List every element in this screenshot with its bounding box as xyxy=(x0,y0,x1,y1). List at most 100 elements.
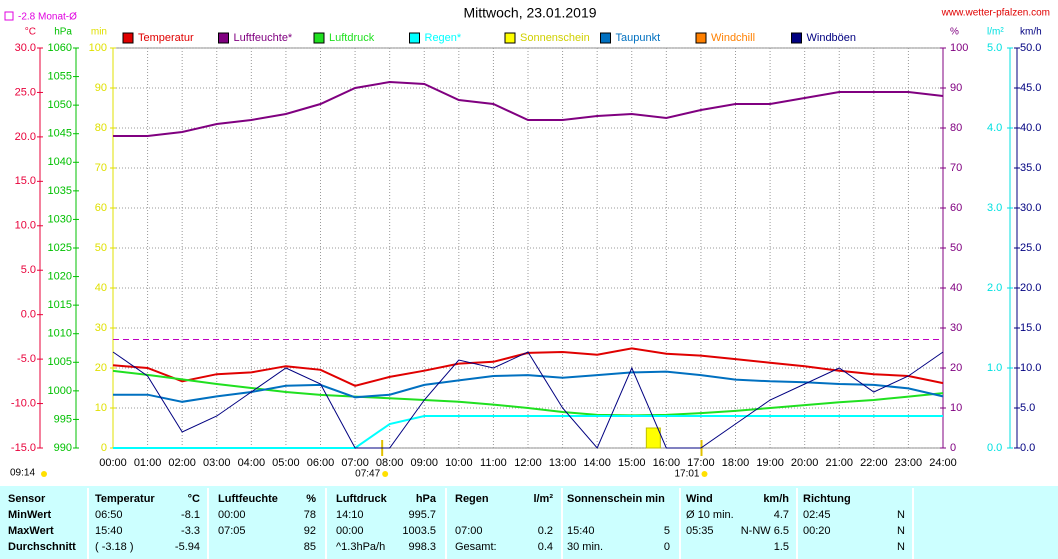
table-cell: 05:35 xyxy=(686,525,714,537)
table-cell: N xyxy=(897,509,905,521)
y-tick-label: 35.0 xyxy=(1020,162,1041,174)
y-tick-label: 1000 xyxy=(48,385,72,397)
legend-swatch xyxy=(600,32,611,44)
table-cell: 85 xyxy=(304,541,316,553)
y-tick-label: 1015 xyxy=(48,299,72,311)
table-header: Richtung xyxy=(803,493,851,505)
y-tick-label: 10 xyxy=(950,402,962,414)
table-header: Regen xyxy=(455,493,489,505)
y-tick-label: 1005 xyxy=(48,356,72,368)
table-header: °C xyxy=(188,493,200,505)
month-average-icon xyxy=(4,11,14,21)
x-tick-label: 21:00 xyxy=(825,457,853,469)
y-tick-label: 15.0 xyxy=(1020,322,1041,334)
x-tick-label: 00:00 xyxy=(99,457,127,469)
y-tick-label: -10.0 xyxy=(11,397,36,409)
series-line xyxy=(112,351,944,449)
table-cell: ( -3.18 ) xyxy=(95,541,134,553)
source: www.wetter-pfalzen.com xyxy=(941,8,1050,19)
y-tick-label: 1030 xyxy=(48,213,72,225)
series-line xyxy=(113,80,944,137)
y-tick-label: 1050 xyxy=(48,99,72,111)
chart-title: Mittwoch, 23.01.2019 xyxy=(463,5,596,21)
y-tick-label: 50 xyxy=(95,242,107,254)
sun-icon xyxy=(41,471,47,477)
x-tick-label: 02:00 xyxy=(168,457,196,469)
x-tick-label: 03:00 xyxy=(203,457,231,469)
x-tick-label: 13:00 xyxy=(549,457,577,469)
y-tick-label: 3.0 xyxy=(987,202,1002,214)
sunset-label: 17:01 xyxy=(674,469,699,480)
table-header: hPa xyxy=(416,493,437,505)
x-tick-label: 24:00 xyxy=(929,457,957,469)
table-cell: 1003.5 xyxy=(402,525,436,537)
table-cell: 0 xyxy=(664,541,670,553)
y-tick-label: 995 xyxy=(54,413,72,425)
sunrise-icon xyxy=(382,471,389,477)
row-label: MaxWert xyxy=(8,525,54,537)
x-tick-label: 22:00 xyxy=(860,457,888,469)
y-tick-label: 0.0 xyxy=(21,309,36,321)
y-tick-label: 1010 xyxy=(48,328,72,340)
table-cell: 06:50 xyxy=(95,509,123,521)
x-tick-label: 08:00 xyxy=(376,457,404,469)
table-cell: 0.4 xyxy=(538,541,553,553)
y-tick-label: 25.0 xyxy=(15,86,36,98)
table-header: Sensor xyxy=(8,493,46,505)
x-tick-label: 20:00 xyxy=(791,457,819,469)
x-tick-label: 11:00 xyxy=(480,457,507,469)
y-tick-label: -5.0 xyxy=(17,353,36,365)
x-tick-label: 15:00 xyxy=(618,457,646,469)
y-tick-label: 20.0 xyxy=(1020,282,1041,294)
table-header: l/m² xyxy=(533,493,553,505)
y-tick-label: 5.0 xyxy=(987,42,1002,54)
table-header: % xyxy=(306,493,316,505)
x-tick-label: 04:00 xyxy=(238,457,266,469)
table-cell: N xyxy=(897,525,905,537)
table-cell: N xyxy=(897,541,905,553)
x-tick-label: 23:00 xyxy=(895,457,923,469)
x-tick-label: 19:00 xyxy=(756,457,784,469)
y-tick-label: 0 xyxy=(950,442,956,454)
y-tick-label: 80 xyxy=(950,122,962,134)
x-tick-label: 16:00 xyxy=(653,457,681,469)
y-tick-label: 30 xyxy=(95,322,107,334)
y-tick-label: 1035 xyxy=(48,185,72,197)
table-cell: 998.3 xyxy=(408,541,436,553)
table-header: Wind xyxy=(686,493,713,505)
x-tick-label: 09:00 xyxy=(410,457,438,469)
legend-swatch xyxy=(122,32,134,44)
y-tick-label: 0.0 xyxy=(987,442,1002,454)
x-tick-label: 17:00 xyxy=(687,457,715,469)
table-cell: 14:10 xyxy=(336,509,364,521)
y-tick-label: 1060 xyxy=(48,42,72,54)
table-cell: Ø 10 min. xyxy=(686,509,734,521)
table-cell: 995.7 xyxy=(408,509,436,521)
y-tick-label: 60 xyxy=(95,202,107,214)
legend-swatch xyxy=(791,32,802,44)
axis-unit: min xyxy=(91,27,107,38)
y-tick-label: 0 xyxy=(101,442,107,454)
legend-swatch xyxy=(695,32,707,44)
table-cell: 5 xyxy=(664,525,670,537)
x-tick-label: 14:00 xyxy=(583,457,611,469)
table-cell: 00:00 xyxy=(218,509,246,521)
y-tick-label: 25.0 xyxy=(1020,242,1041,254)
axis-unit: °C xyxy=(25,27,36,38)
x-tick-label: 01:00 xyxy=(134,457,162,469)
y-tick-label: -15.0 xyxy=(11,442,36,454)
legend-label: Regen* xyxy=(425,32,462,44)
y-tick-label: 90 xyxy=(95,82,107,94)
y-tick-label: 15.0 xyxy=(15,175,36,187)
y-tick-label: 1025 xyxy=(48,242,72,254)
table-cell: 00:00 xyxy=(336,525,364,537)
series-line xyxy=(113,415,943,449)
table-header: km/h xyxy=(763,493,789,505)
series-line xyxy=(112,369,944,417)
row-label: MinWert xyxy=(8,509,52,521)
row-label: Durchschnitt xyxy=(8,541,76,553)
x-tick-label: 07:00 xyxy=(341,457,369,469)
y-tick-label: 1.0 xyxy=(987,362,1002,374)
y-tick-label: 990 xyxy=(54,442,72,454)
